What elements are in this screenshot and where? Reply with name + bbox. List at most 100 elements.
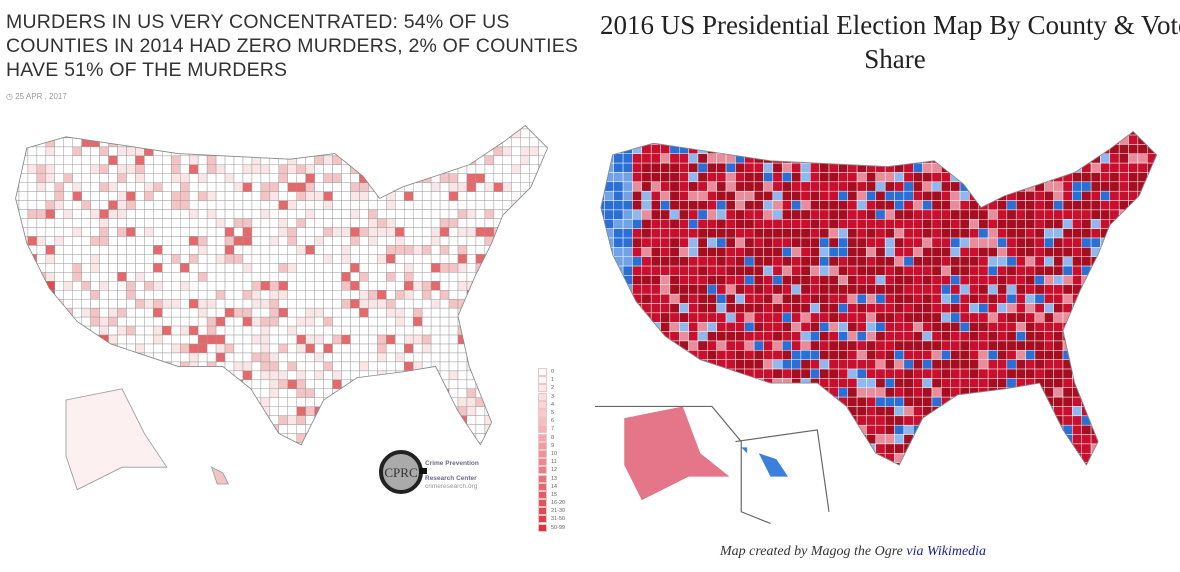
county [978, 131, 989, 136]
county [810, 406, 820, 417]
county [604, 322, 614, 332]
county [1063, 472, 1072, 481]
county [679, 172, 689, 183]
county [36, 307, 47, 318]
county [36, 415, 47, 425]
county [725, 265, 736, 276]
county [716, 200, 727, 211]
county [781, 190, 792, 201]
county [781, 312, 792, 323]
county [1044, 237, 1054, 248]
legend-item: 4 [538, 400, 565, 409]
county [457, 191, 468, 201]
county [819, 340, 830, 351]
county [632, 322, 643, 332]
county [466, 209, 477, 219]
county [45, 272, 56, 282]
county [126, 290, 136, 300]
county [772, 237, 783, 248]
county [171, 379, 181, 390]
county [27, 370, 38, 381]
county [547, 352, 548, 363]
county [144, 316, 154, 327]
county [959, 387, 970, 398]
county [99, 361, 109, 372]
county [1109, 228, 1120, 239]
legend-swatch [538, 433, 547, 442]
county [251, 343, 262, 354]
county [632, 340, 643, 351]
county [448, 415, 459, 425]
county [278, 424, 288, 434]
county [153, 164, 163, 174]
county [1025, 378, 1036, 388]
county [493, 281, 504, 291]
county [828, 219, 839, 229]
county [296, 361, 306, 372]
county [153, 281, 163, 291]
county [1034, 443, 1045, 454]
county [969, 368, 979, 379]
county [538, 272, 548, 282]
county [188, 218, 199, 228]
county [305, 218, 315, 228]
county [206, 263, 217, 273]
county [679, 293, 689, 304]
county [697, 359, 708, 370]
county [28, 452, 37, 461]
county [332, 361, 342, 372]
legend-item: 6 [538, 417, 565, 426]
county [1109, 340, 1120, 351]
county [251, 182, 262, 192]
county [566, 272, 570, 281]
county [791, 434, 802, 445]
county [1053, 293, 1064, 304]
county [941, 406, 951, 417]
county [866, 378, 877, 388]
county [99, 182, 109, 192]
county [108, 307, 118, 318]
county [1006, 322, 1017, 332]
county [1053, 247, 1064, 257]
county [913, 359, 923, 370]
county [894, 209, 905, 220]
county [36, 191, 47, 201]
county [332, 245, 342, 255]
county [90, 137, 100, 148]
county [895, 472, 904, 481]
county [613, 424, 624, 435]
county [1062, 153, 1073, 164]
county [632, 368, 643, 379]
county [1072, 275, 1082, 286]
county [1081, 200, 1092, 211]
legend-label: 5 [551, 410, 555, 417]
county [305, 290, 315, 300]
county [350, 325, 360, 336]
county [866, 190, 877, 201]
county [1015, 406, 1026, 417]
county [350, 272, 360, 282]
county [395, 245, 405, 255]
county [278, 406, 288, 416]
county [838, 131, 848, 136]
county [875, 434, 886, 445]
county [716, 293, 727, 304]
county [72, 307, 82, 318]
county [922, 237, 933, 248]
wikimedia-link[interactable]: via Wikimedia [906, 544, 987, 559]
county [386, 325, 396, 336]
legend-item: 2 [538, 384, 565, 393]
county [903, 387, 914, 398]
county [233, 128, 244, 139]
county [1062, 162, 1073, 173]
county [772, 359, 783, 370]
county [197, 415, 208, 425]
county [457, 406, 468, 416]
county [622, 265, 633, 276]
county [350, 298, 360, 309]
county [613, 462, 624, 465]
county [386, 218, 396, 228]
county [987, 134, 998, 145]
county [978, 181, 989, 192]
county [1100, 293, 1111, 304]
